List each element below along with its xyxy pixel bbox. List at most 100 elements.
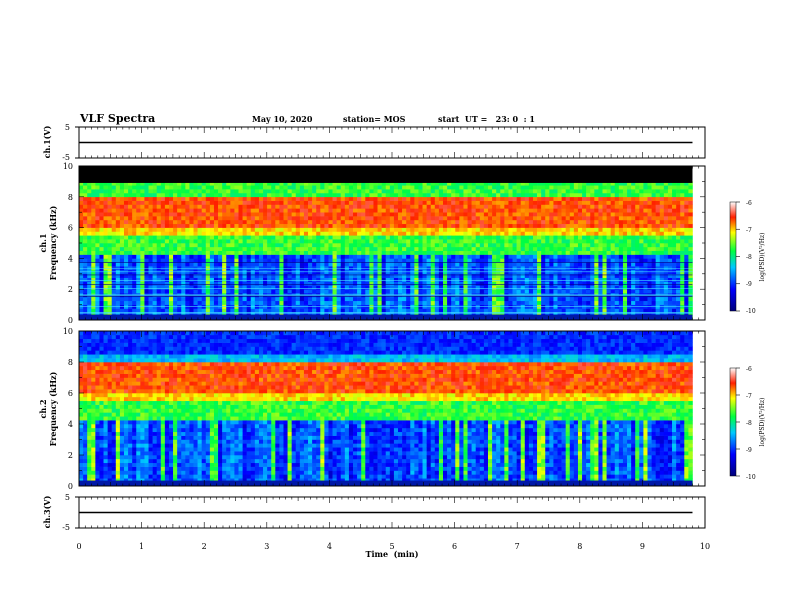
ch1-spectrogram-cell — [418, 216, 423, 221]
ch1-spectrogram-cell — [389, 181, 395, 186]
ch1-spectrogram-cell — [218, 262, 223, 267]
ch1-spectrogram-cell — [451, 227, 456, 232]
ch1-spectrogram-cell — [422, 289, 427, 294]
ch1-spectrogram-cell — [447, 239, 452, 244]
ch1-spectrogram-cell — [553, 285, 558, 290]
ch1-spectrogram-cell — [414, 254, 419, 259]
ch1-spectrogram-cell — [111, 196, 117, 201]
ch1-spectrogram-cell — [168, 296, 174, 302]
ch1-spectrogram-cell — [152, 204, 158, 209]
ch1-spectrogram-cell — [148, 200, 153, 205]
ch1-spectrogram-cell — [279, 285, 284, 290]
ch1-spectrogram-cell — [451, 246, 456, 251]
ch1-spectrogram-cell — [107, 304, 113, 309]
ch1-spectrogram-cell — [373, 192, 378, 198]
ch1-spectrogram-cell — [500, 300, 505, 305]
ch1-spectrogram-cell — [275, 212, 280, 217]
ch1-spectrogram-cell — [332, 185, 337, 190]
ch1-spectrogram-cell — [218, 231, 223, 236]
ch1-spectrogram-cell — [83, 231, 88, 236]
ch1-spectrogram-cell — [111, 212, 117, 217]
ch1-spectrogram-cell — [254, 204, 260, 209]
ch1-spectrogram-cell — [340, 212, 346, 217]
ch1-spectrogram-cell — [508, 246, 513, 251]
ch1-spectrogram-cell — [516, 300, 522, 305]
ch1-spectrogram-cell — [99, 189, 104, 194]
ch1-spectrogram-cell — [303, 246, 309, 251]
ch1-spectrogram-cell — [393, 243, 399, 248]
ch1-spectrogram-cell — [279, 189, 284, 194]
ch1-spectrogram-cell — [594, 181, 599, 186]
ch1-spectrogram-cell — [246, 216, 252, 221]
ch1-spectrogram-cell — [136, 216, 141, 221]
ch1-spectrogram-cell — [402, 262, 407, 267]
ch1-spectrogram-cell — [528, 192, 534, 198]
ch1-spectrogram-cell — [467, 262, 472, 267]
ch1-spectrogram-cell — [136, 246, 141, 251]
ch1-spectrogram-cell — [520, 281, 526, 286]
ch1-spectrogram-cell — [451, 289, 456, 294]
ch1-spectrogram-cell — [144, 231, 149, 236]
ch1-spectrogram-cell — [336, 189, 342, 194]
ch1-spectrogram-cell — [512, 208, 517, 213]
ch1-spectrogram-cell — [434, 212, 440, 217]
ch1-spectrogram-cell — [410, 227, 415, 232]
ch1-spectrogram-cell — [128, 300, 133, 305]
ch1-spectrogram-cell — [205, 196, 211, 201]
ch1-spectrogram-cell — [528, 239, 534, 244]
ch1-spectrogram-cell — [528, 212, 534, 217]
ch1-spectrogram-cell — [83, 304, 88, 309]
ch1-spectrogram-cell — [99, 246, 104, 251]
ch1-spectrogram-cell — [483, 223, 489, 228]
ch1-spectrogram-cell — [520, 296, 526, 302]
ch1-spectrogram-cell — [213, 243, 219, 248]
ch1-spectrogram-cell — [238, 235, 243, 240]
ch1-spectrogram-cell — [508, 308, 513, 313]
ch1-spectrogram-cell — [148, 185, 153, 190]
ch1-spectrogram-cell — [95, 231, 100, 236]
ch1-spectrogram-cell — [226, 285, 231, 290]
ch1-spectrogram-cell — [573, 231, 579, 236]
ch1-spectrogram-cell — [541, 312, 546, 317]
ch1-spectrogram-cell — [586, 208, 591, 213]
ch1-spectrogram-cell — [144, 304, 149, 309]
ch1-spectrogram-cell — [422, 227, 427, 232]
ch1-spectrogram-cell — [406, 212, 411, 217]
ch1-spectrogram-cell — [553, 239, 558, 244]
ch1-spectrogram-cell — [402, 219, 407, 225]
ch1-spectrogram-cell — [451, 277, 456, 282]
ch1-spectrogram-cell — [577, 231, 583, 236]
ch1-spectrogram-cell — [487, 204, 493, 209]
ch1-spectrogram-cell — [430, 296, 436, 302]
ch1-spectrogram-cell — [303, 285, 309, 290]
ch1-spectrogram-cell — [250, 208, 256, 213]
ch1-spectrogram-cell — [565, 212, 571, 217]
ch1-spectrogram-cell — [254, 235, 260, 240]
ch1-spectrogram-cell — [168, 254, 174, 259]
ch1-spectrogram-cell — [430, 300, 436, 305]
ch1-spectrogram-cell — [332, 308, 337, 313]
ch1-spectrogram-cell — [537, 308, 542, 313]
ch1-spectrogram-cell — [205, 277, 211, 282]
ch1-spectrogram-cell — [402, 189, 407, 194]
ch1-spectrogram-cell — [443, 277, 448, 282]
ch1-spectrogram-cell — [532, 312, 538, 317]
ch1-spectrogram-cell — [455, 185, 460, 190]
ch1-spectrogram-cell — [586, 312, 591, 317]
ch1-spectrogram-cell — [111, 185, 117, 190]
ch1-spectrogram-cell — [123, 277, 129, 282]
ch1-spectrogram-cell — [373, 246, 378, 251]
ch1-spectrogram-cell — [209, 243, 215, 248]
ch1-spectrogram-cell — [516, 304, 522, 309]
ch1-spectrogram-cell — [475, 273, 481, 278]
ch1-spectrogram-cell — [87, 239, 92, 244]
ch1-spectrogram-cell — [545, 243, 550, 248]
ch1-spectrogram-cell — [254, 300, 260, 305]
ch1-spectrogram-cell — [520, 312, 526, 317]
ch1-spectrogram-cell — [189, 216, 194, 221]
ch1-spectrogram-cell — [160, 304, 166, 309]
ch1-spectrogram-cell — [185, 181, 190, 186]
ch1-spectrogram-cell — [312, 281, 317, 286]
ch1-spectrogram-cell — [385, 216, 391, 221]
ch1-spectrogram-cell — [111, 289, 117, 294]
